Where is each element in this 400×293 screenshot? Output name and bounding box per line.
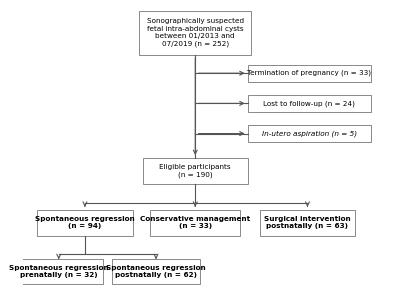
FancyBboxPatch shape <box>143 158 248 184</box>
FancyBboxPatch shape <box>150 210 240 236</box>
Text: In-utero aspiration (n = 5): In-utero aspiration (n = 5) <box>262 130 357 137</box>
Text: Sonographically suspected
fetal intra-abdominal cysts
between 01/2013 and
07/201: Sonographically suspected fetal intra-ab… <box>147 18 244 47</box>
FancyBboxPatch shape <box>248 95 371 112</box>
Text: Lost to follow-up (n = 24): Lost to follow-up (n = 24) <box>263 100 355 107</box>
FancyBboxPatch shape <box>112 259 200 284</box>
FancyBboxPatch shape <box>260 210 355 236</box>
FancyBboxPatch shape <box>15 259 103 284</box>
Text: Eligible participants
(n = 190): Eligible participants (n = 190) <box>160 164 231 178</box>
Text: Spontaneous regression
(n = 94): Spontaneous regression (n = 94) <box>35 216 135 229</box>
Text: Termination of pregnancy (n = 33): Termination of pregnancy (n = 33) <box>247 70 371 76</box>
Text: Spontaneous regression
prenatally (n = 32): Spontaneous regression prenatally (n = 3… <box>9 265 109 278</box>
FancyBboxPatch shape <box>248 125 371 142</box>
Text: Spontaneous regression
postnatally (n = 62): Spontaneous regression postnatally (n = … <box>106 265 206 278</box>
FancyBboxPatch shape <box>248 65 371 81</box>
Text: Surgical intervention
postnatally (n = 63): Surgical intervention postnatally (n = 6… <box>264 216 351 229</box>
FancyBboxPatch shape <box>37 210 133 236</box>
FancyBboxPatch shape <box>139 11 251 55</box>
Text: Conservative management
(n = 33): Conservative management (n = 33) <box>140 216 250 229</box>
